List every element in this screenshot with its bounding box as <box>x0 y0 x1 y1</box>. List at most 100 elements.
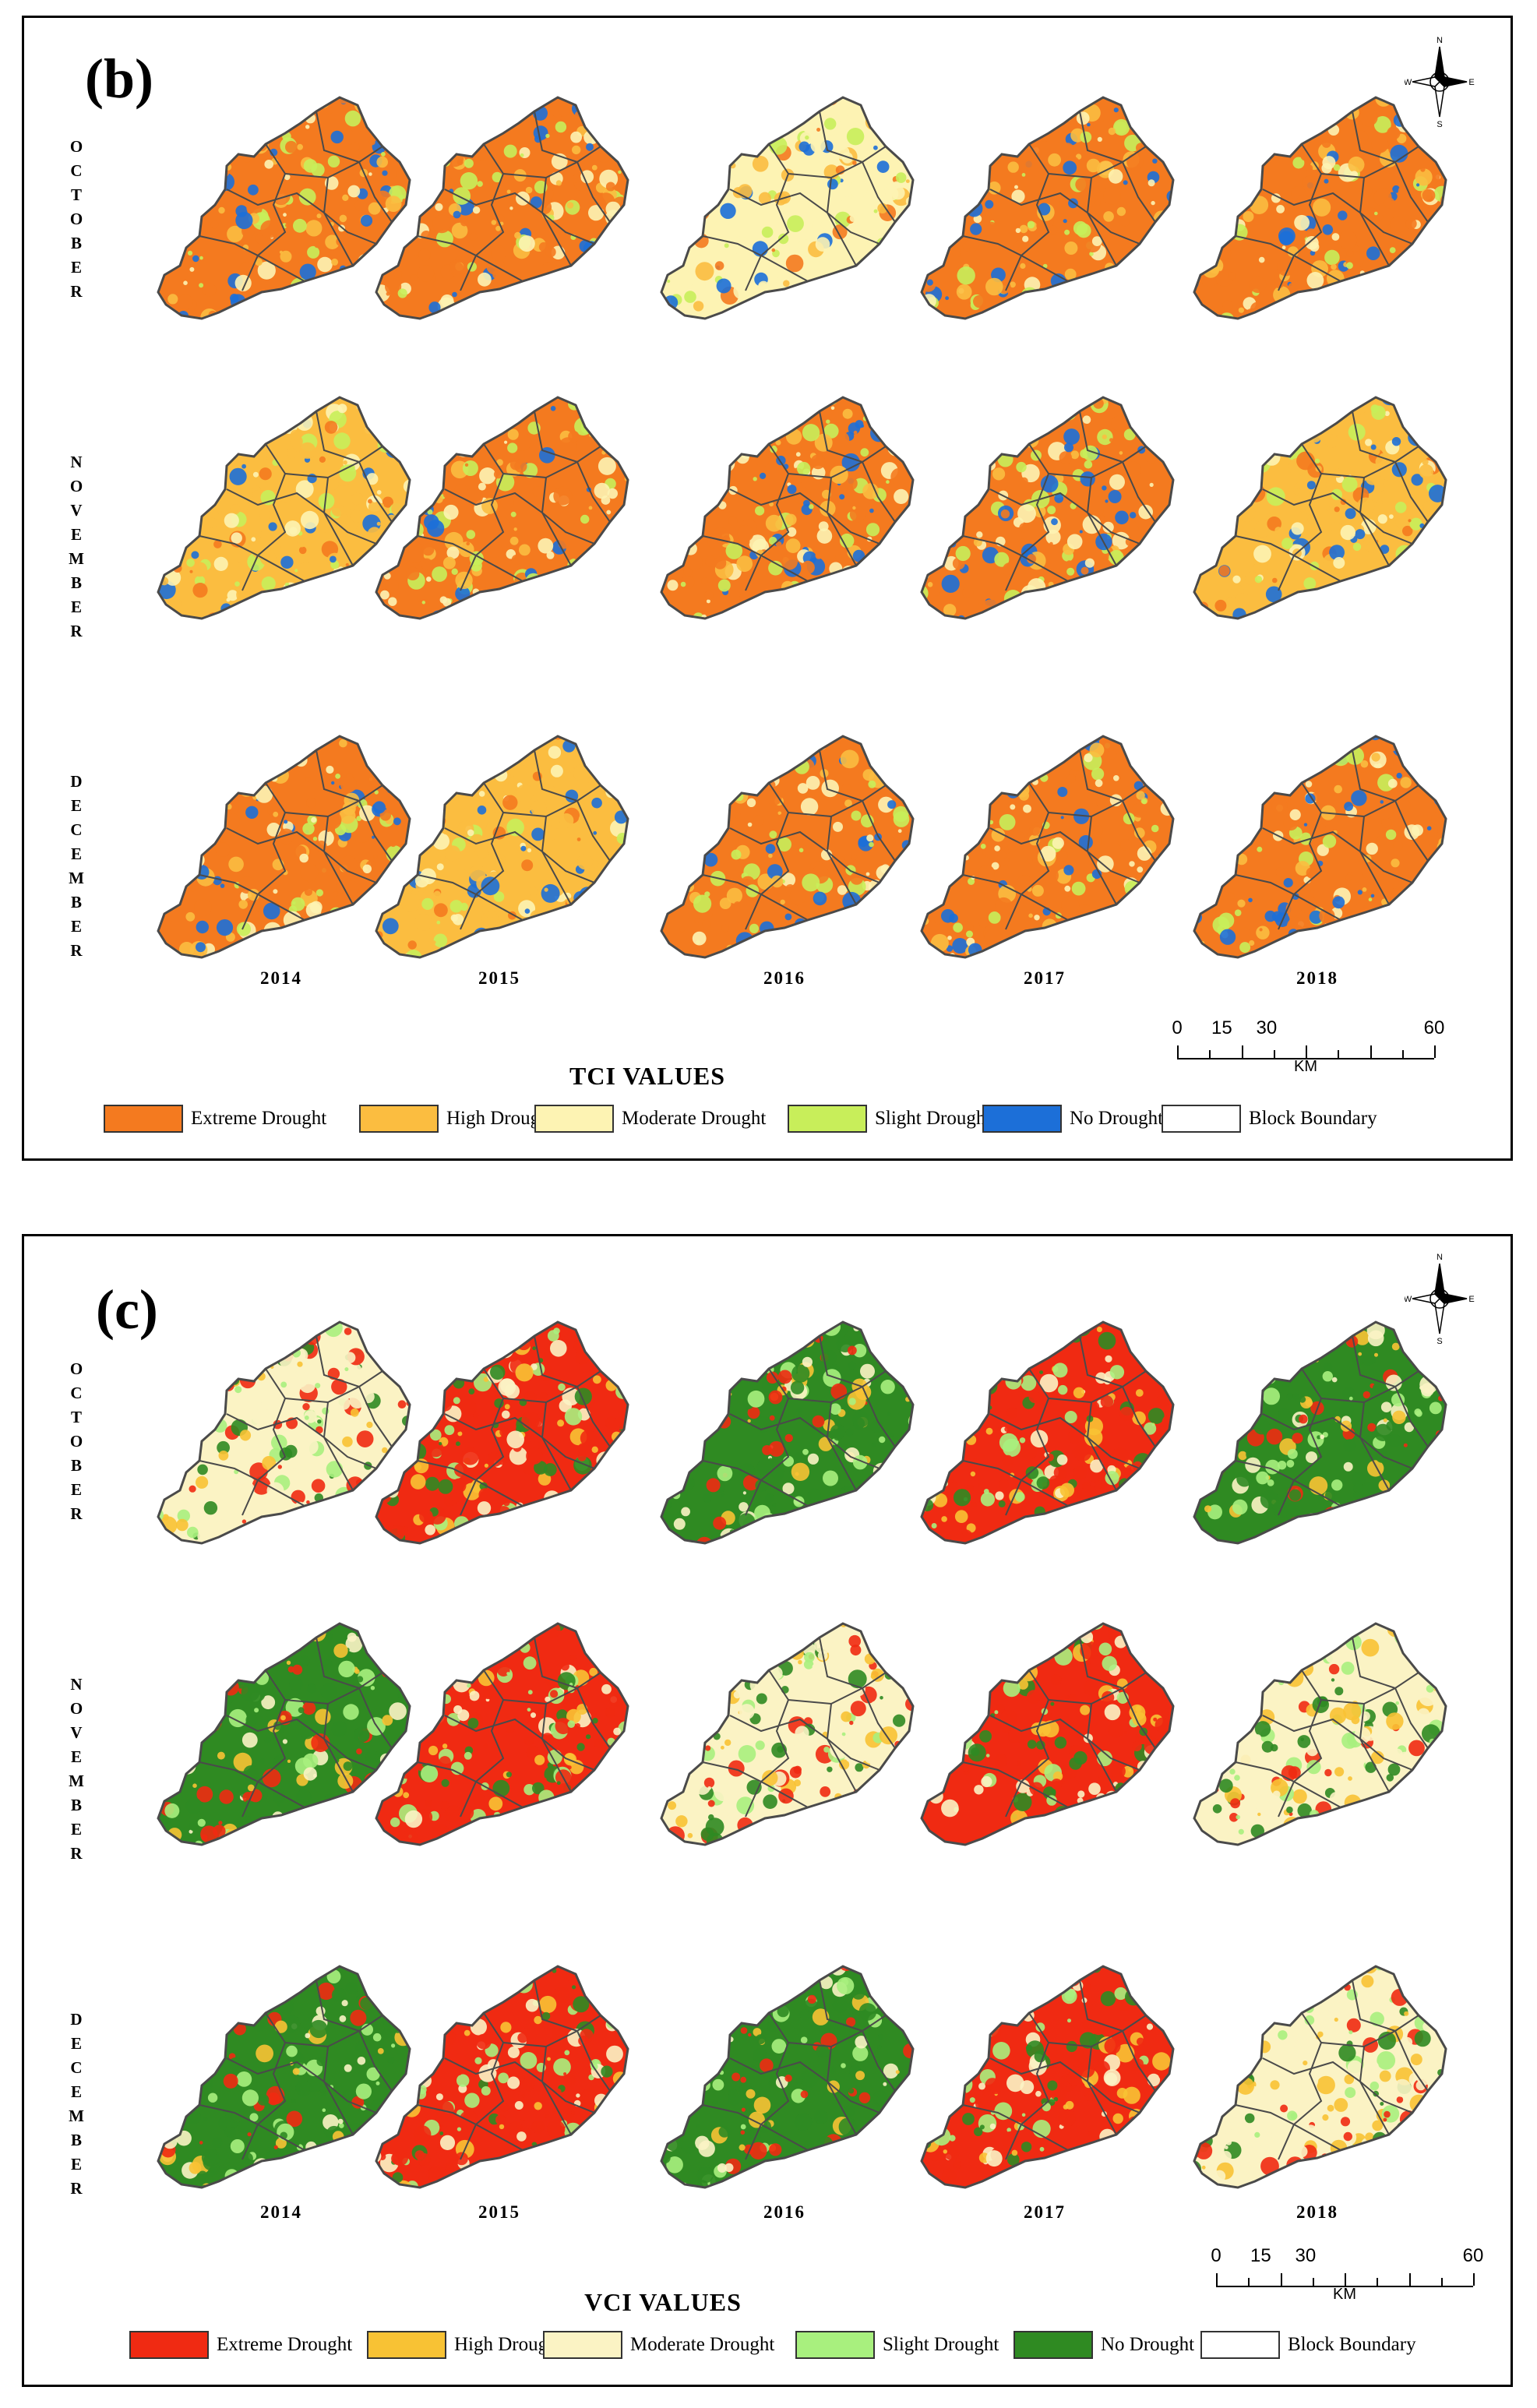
year-label: 2014 <box>260 2202 302 2222</box>
legend-item: Block Boundary <box>1162 1105 1377 1133</box>
map-vci-december-2017 <box>912 1957 1177 2191</box>
legend-item: Slight Drought <box>788 1105 991 1133</box>
legend-title: TCI VALUES <box>569 1062 725 1090</box>
legend-swatch <box>129 2331 209 2359</box>
map-tci-december-2014 <box>149 727 414 961</box>
map-tci-october-2018 <box>1185 88 1450 322</box>
legend-swatch <box>367 2331 446 2359</box>
map-tci-november-2014 <box>149 388 414 622</box>
year-label: 2016 <box>763 2202 806 2222</box>
scale-bar: 0 15 30 60 KM <box>1211 2245 1489 2308</box>
legend-swatch <box>359 1105 439 1133</box>
map-vci-october-2018 <box>1185 1313 1450 1546</box>
panel-label: (b) <box>85 48 153 110</box>
legend-swatch <box>104 1105 183 1133</box>
map-vci-october-2017 <box>912 1313 1177 1546</box>
legend-label: Extreme Drought <box>191 1108 327 1129</box>
map-vci-december-2018 <box>1185 1957 1450 2191</box>
legend-label: Moderate Drought <box>630 2334 775 2355</box>
svg-text:W: W <box>1405 1295 1412 1304</box>
legend-label: No Drought <box>1101 2334 1195 2355</box>
legend-label: Block Boundary <box>1288 2334 1416 2355</box>
map-tci-december-2018 <box>1185 727 1450 961</box>
legend-label: Moderate Drought <box>622 1108 767 1129</box>
legend-swatch <box>1162 1105 1241 1133</box>
legend-swatch <box>1014 2331 1093 2359</box>
scale-tick-label: 0 <box>1211 2245 1221 2266</box>
year-label: 2018 <box>1296 968 1338 988</box>
scale-unit: KM <box>1333 2286 1356 2303</box>
legend-label: Slight Drought <box>875 1108 992 1129</box>
map-tci-october-2015 <box>367 88 632 322</box>
map-tci-november-2015 <box>367 388 632 622</box>
map-tci-december-2016 <box>652 727 917 961</box>
year-label: 2017 <box>1024 968 1066 988</box>
tci-panel: (b) N S W E O C T O B E R N O V E M B E R D E C E M B E R 2014 2015… <box>22 16 1513 1161</box>
map-vci-november-2017 <box>912 1614 1177 1848</box>
map-vci-november-2018 <box>1185 1614 1450 1848</box>
scale-tick-label: 60 <box>1462 2245 1484 2266</box>
scale-tick-label: 30 <box>1295 2245 1317 2266</box>
map-tci-october-2016 <box>652 88 917 322</box>
compass-rose-icon: N S W E <box>1404 35 1475 129</box>
map-vci-november-2015 <box>367 1614 632 1848</box>
scale-tick-label: 15 <box>1250 2245 1271 2266</box>
scale-tick-label: 0 <box>1172 1017 1183 1038</box>
map-vci-october-2016 <box>652 1313 917 1546</box>
map-vci-december-2014 <box>149 1957 414 2191</box>
map-tci-november-2016 <box>652 388 917 622</box>
legend-item: Extreme Drought <box>129 2331 352 2359</box>
year-label: 2015 <box>478 2202 520 2222</box>
svg-text:N: N <box>1437 36 1443 45</box>
scale-unit: KM <box>1294 1058 1317 1075</box>
legend-item: Block Boundary <box>1200 2331 1416 2359</box>
svg-text:E: E <box>1468 1295 1474 1304</box>
year-label: 2015 <box>478 968 520 988</box>
svg-text:S: S <box>1437 1337 1442 1345</box>
scale-tick-label: 15 <box>1211 1017 1232 1038</box>
legend-item: No Drought <box>982 1105 1163 1133</box>
scale-tick-label: 30 <box>1256 1017 1278 1038</box>
legend-swatch <box>534 1105 614 1133</box>
legend-item: Moderate Drought <box>543 2331 774 2359</box>
map-vci-december-2015 <box>367 1957 632 2191</box>
svg-text:N: N <box>1437 1253 1443 1262</box>
compass-rose-icon: N S W E <box>1404 1252 1475 1346</box>
map-vci-october-2014 <box>149 1313 414 1546</box>
year-label: 2014 <box>260 968 302 988</box>
map-tci-december-2015 <box>367 727 632 961</box>
legend-item: Slight Drought <box>795 2331 999 2359</box>
map-tci-december-2017 <box>912 727 1177 961</box>
legend-item: Moderate Drought <box>534 1105 766 1133</box>
map-tci-november-2018 <box>1185 388 1450 622</box>
legend-label: Slight Drought <box>883 2334 999 2355</box>
svg-text:W: W <box>1405 78 1412 87</box>
svg-text:S: S <box>1437 120 1442 129</box>
legend-swatch <box>788 1105 867 1133</box>
legend-swatch <box>982 1105 1062 1133</box>
legend-item: Extreme Drought <box>104 1105 326 1133</box>
map-tci-november-2017 <box>912 388 1177 622</box>
legend-swatch <box>543 2331 622 2359</box>
legend-swatch <box>1200 2331 1280 2359</box>
legend-item: High Drought <box>359 1105 555 1133</box>
panel-label: (c) <box>96 1278 158 1341</box>
svg-text:E: E <box>1468 78 1474 87</box>
map-tci-october-2014 <box>149 88 414 322</box>
legend-label: No Drought <box>1070 1108 1164 1129</box>
year-label: 2018 <box>1296 2202 1338 2222</box>
year-label: 2017 <box>1024 2202 1066 2222</box>
scale-bar: 0 15 30 60 KM <box>1172 1017 1450 1080</box>
map-vci-december-2016 <box>652 1957 917 2191</box>
legend-label: Block Boundary <box>1249 1108 1377 1129</box>
legend-label: Extreme Drought <box>217 2334 353 2355</box>
map-vci-october-2015 <box>367 1313 632 1546</box>
legend-swatch <box>795 2331 875 2359</box>
scale-tick-label: 60 <box>1423 1017 1445 1038</box>
